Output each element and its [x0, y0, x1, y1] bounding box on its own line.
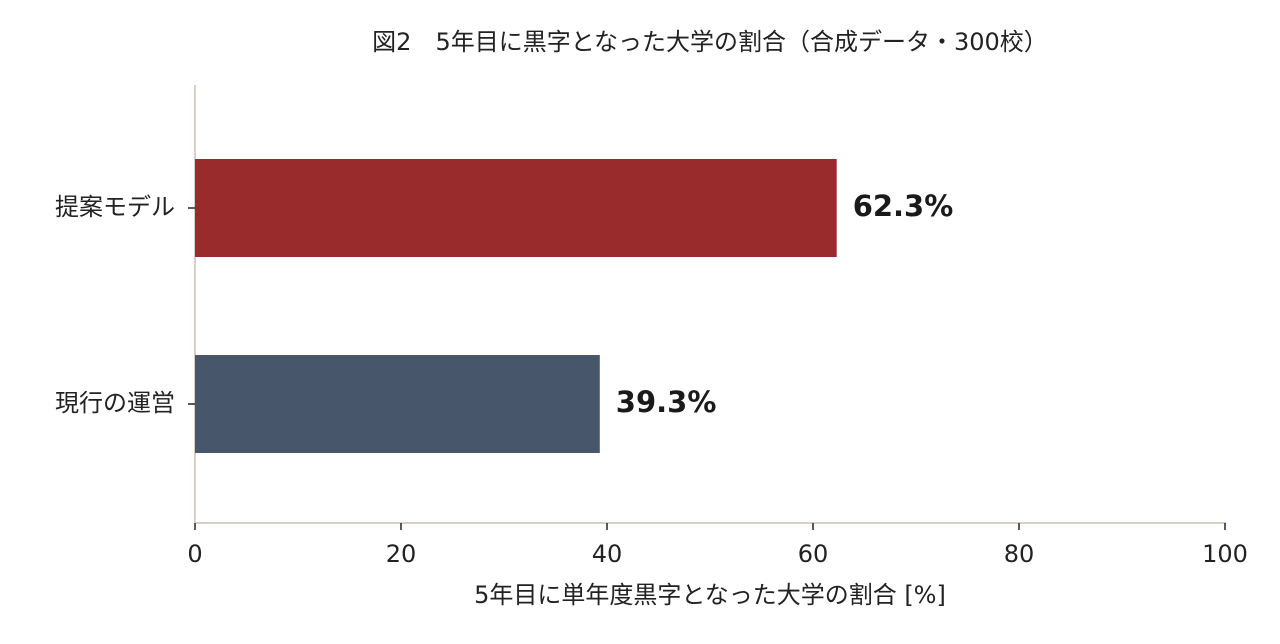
- x-tick-label: 80: [1004, 540, 1035, 568]
- bar: [195, 355, 600, 453]
- x-tick-label: 0: [187, 540, 202, 568]
- chart-title: 図2 5年目に黒字となった大学の割合（合成データ・300校）: [372, 28, 1048, 56]
- value-label: 39.3%: [616, 385, 717, 419]
- x-tick-label: 20: [386, 540, 417, 568]
- x-tick-label: 60: [798, 540, 829, 568]
- x-tick-label: 100: [1202, 540, 1248, 568]
- value-label: 62.3%: [853, 189, 954, 223]
- x-axis-label: 5年目に単年度黒字となった大学の割合 [%]: [474, 581, 946, 609]
- x-tick-label: 40: [592, 540, 623, 568]
- bar: [195, 159, 837, 257]
- y-tick-label: 現行の運営: [55, 389, 175, 417]
- y-tick-label: 提案モデル: [55, 193, 175, 221]
